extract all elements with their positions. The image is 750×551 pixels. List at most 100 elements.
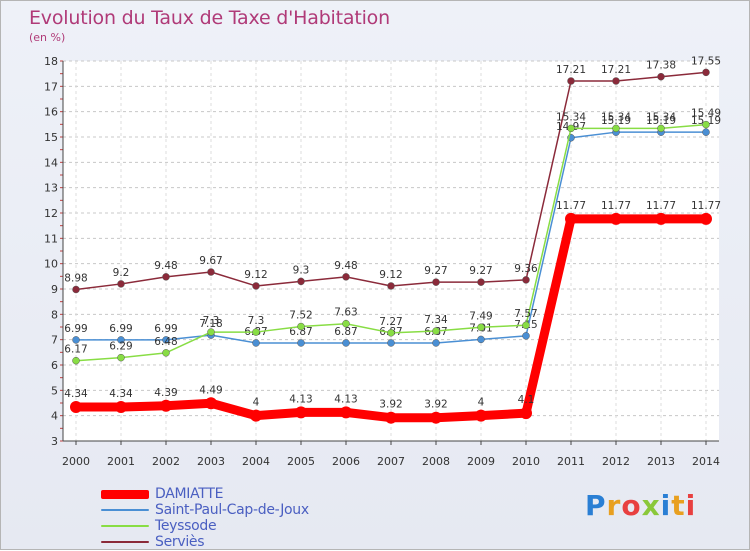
data-label: 6.87 [289, 326, 312, 338]
x-tick-label: 2005 [287, 455, 315, 468]
data-label: 15.34 [556, 111, 586, 123]
data-label: 3.92 [424, 399, 447, 411]
y-tick-label: 10 [44, 258, 58, 271]
x-tick-label: 2007 [377, 455, 405, 468]
data-point [700, 212, 712, 225]
data-label: 4.39 [154, 387, 177, 399]
data-point [610, 212, 622, 225]
y-tick-label: 17 [44, 80, 58, 93]
data-label: 17.21 [601, 64, 631, 76]
data-point [702, 120, 710, 129]
data-point [340, 406, 352, 419]
legend-swatch-damiatte [101, 489, 149, 499]
data-point [522, 321, 530, 329]
data-label: 11.77 [556, 200, 586, 212]
data-point [387, 339, 395, 347]
data-label: 17.21 [556, 64, 586, 76]
x-tick-label: 2013 [647, 455, 675, 468]
legend-label: Serviès [155, 534, 205, 550]
data-label: 4.13 [289, 393, 312, 405]
data-point [522, 332, 530, 340]
data-point [115, 401, 127, 414]
data-label: 7.3 [248, 315, 265, 327]
data-point [207, 328, 215, 336]
data-point [565, 212, 577, 225]
data-label: 7.27 [379, 316, 402, 328]
data-label: 6.99 [64, 323, 87, 335]
y-tick-label: 4 [51, 410, 58, 423]
data-point [72, 285, 80, 294]
legend-item-servies: Serviès [101, 534, 309, 550]
data-point [477, 278, 485, 286]
data-point [72, 336, 80, 344]
data-label: 9.48 [334, 260, 357, 272]
data-label: 4 [478, 397, 485, 409]
data-label: 15.34 [601, 111, 631, 123]
y-tick-label: 11 [44, 232, 58, 245]
data-point [297, 277, 305, 286]
data-label: 15.34 [646, 111, 676, 123]
x-tick-label: 2000 [62, 455, 90, 468]
data-point [567, 124, 575, 133]
legend: DAMIATTE Saint-Paul-Cap-de-Joux Teyssode… [101, 486, 309, 550]
x-tick-label: 2012 [602, 455, 630, 468]
data-label: 4.13 [334, 393, 357, 405]
data-label: 7.52 [289, 309, 312, 321]
data-point [655, 212, 667, 225]
data-point [295, 406, 307, 419]
data-point [702, 68, 710, 77]
data-point [657, 72, 665, 81]
legend-item-teyssode: Teyssode [101, 518, 309, 534]
data-label: 7.49 [469, 310, 492, 322]
data-label: 6.99 [154, 323, 177, 335]
legend-label: DAMIATTE [155, 486, 224, 502]
data-label: 6.87 [334, 326, 357, 338]
data-label: 9.12 [379, 269, 402, 281]
data-point [387, 282, 395, 290]
data-label: 15.19 [646, 115, 676, 127]
logo-letter: r [606, 489, 622, 522]
data-label: 7.57 [514, 308, 537, 320]
data-point [477, 323, 485, 332]
data-point [297, 322, 305, 331]
data-point [207, 268, 215, 276]
data-label: 11.77 [646, 200, 676, 212]
data-point [160, 399, 172, 412]
data-label: 17.55 [691, 55, 721, 67]
data-point [567, 77, 575, 85]
y-tick-label: 12 [44, 207, 58, 220]
data-point [432, 278, 440, 286]
data-label: 17.38 [646, 60, 676, 72]
legend-swatch-saint-paul [101, 509, 149, 511]
data-point [657, 124, 665, 133]
x-tick-label: 2002 [152, 455, 180, 468]
data-label: 15.19 [601, 115, 631, 127]
y-tick-label: 6 [51, 359, 58, 372]
data-point [252, 328, 260, 336]
data-point [612, 77, 620, 85]
data-point [432, 327, 440, 335]
data-label: 9.36 [514, 263, 538, 275]
data-point [385, 411, 397, 424]
data-label: 11.77 [691, 200, 721, 212]
legend-label: Saint-Paul-Cap-de-Joux [155, 502, 309, 518]
data-label: 4.34 [64, 388, 88, 400]
data-point [520, 407, 532, 420]
x-tick-label: 2004 [242, 455, 270, 468]
data-label: 4.49 [199, 384, 222, 396]
data-label: 6.29 [109, 341, 132, 353]
data-label: 9.67 [199, 255, 222, 267]
data-point [432, 339, 440, 347]
data-point [342, 319, 350, 328]
data-point [70, 401, 82, 414]
data-point [612, 124, 620, 133]
y-tick-label: 5 [51, 384, 58, 397]
logo-letter: t [671, 489, 686, 522]
data-point [430, 411, 442, 424]
data-label: 7.63 [334, 307, 357, 319]
data-label: 9.12 [244, 269, 267, 281]
data-point [117, 353, 125, 362]
data-point [205, 397, 217, 410]
y-tick-label: 18 [44, 55, 58, 68]
